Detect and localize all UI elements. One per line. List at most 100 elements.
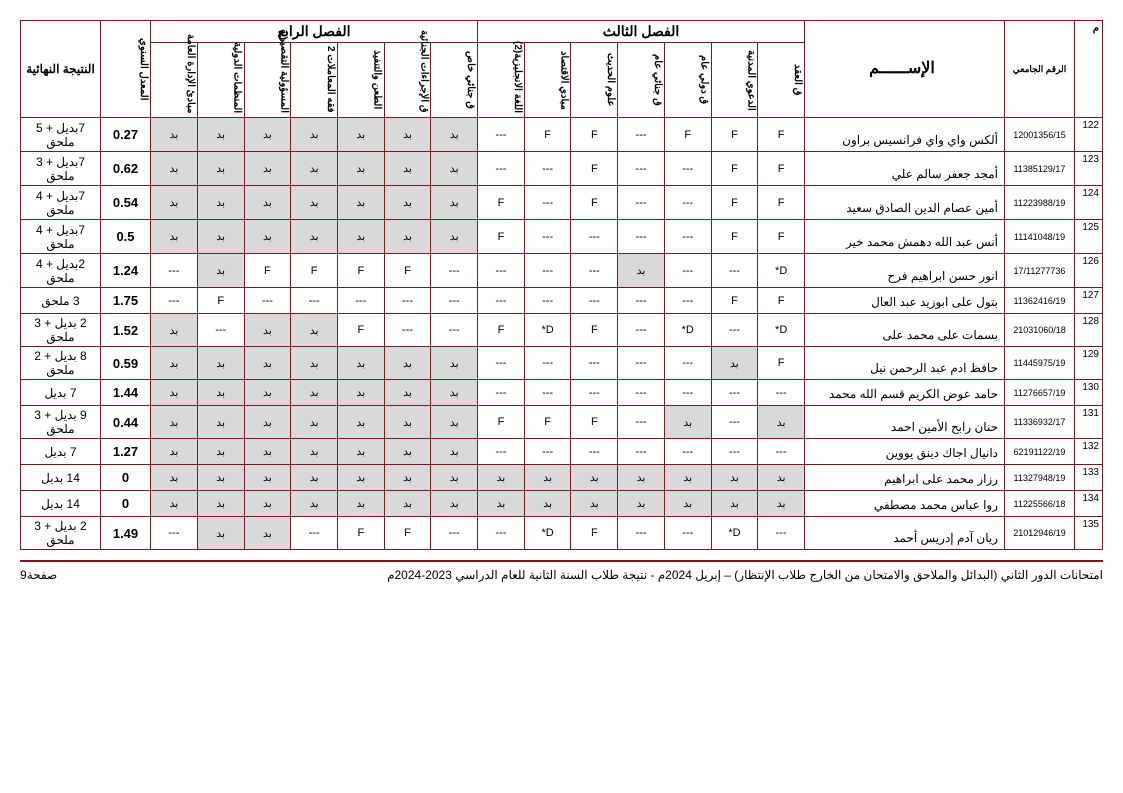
cell-sem4: بد <box>244 186 291 220</box>
cell-name: أمجد جعفر سالم علي <box>805 152 1005 186</box>
cell-sem4: بد <box>431 465 478 491</box>
cell-sem4: F <box>384 517 431 550</box>
cell-sem3: --- <box>478 288 525 314</box>
cell-sem4: بد <box>291 439 338 465</box>
cell-sem3: --- <box>571 254 618 288</box>
cell-sem4: بد <box>384 491 431 517</box>
cell-sem3: --- <box>711 254 758 288</box>
cell-name: دانيال اجاك دينق يووين <box>805 439 1005 465</box>
cell-sem3: بد <box>524 465 571 491</box>
cell-sem3: بد <box>618 465 665 491</box>
header-subj-sem3: ق دولي عام <box>664 43 711 118</box>
cell-sem3: --- <box>618 186 665 220</box>
cell-serial: 135 <box>1075 517 1103 550</box>
cell-sem3: --- <box>478 152 525 186</box>
cell-sem3: F <box>758 152 805 186</box>
cell-id: 11362416/19 <box>1005 288 1075 314</box>
cell-sem3: --- <box>478 118 525 152</box>
cell-sem4: بد <box>431 439 478 465</box>
cell-sem3: --- <box>758 517 805 550</box>
cell-sem4: بد <box>431 152 478 186</box>
cell-id: 11225566/18 <box>1005 491 1075 517</box>
header-id: الرقم الجامعي <box>1005 21 1075 118</box>
cell-serial: 122 <box>1075 118 1103 152</box>
header-avg: المعدل السنوي <box>101 21 151 118</box>
cell-sem3: --- <box>758 439 805 465</box>
cell-result: 14 بديل <box>21 465 101 491</box>
cell-sem4: بد <box>197 439 244 465</box>
cell-name: أمين عصام الدين الصادق سعيد <box>805 186 1005 220</box>
cell-sem3: بد <box>618 491 665 517</box>
cell-sem4: بد <box>337 220 384 254</box>
cell-name: حافظ ادم عبد الرحمن نيل <box>805 347 1005 380</box>
cell-sem3: --- <box>478 347 525 380</box>
cell-sem3: --- <box>664 288 711 314</box>
table-row: 13011276657/19حامد عوض الكريم قسم الله م… <box>21 380 1103 406</box>
cell-sem4: بد <box>431 380 478 406</box>
cell-sem3: F <box>571 118 618 152</box>
cell-id: 12001356/15 <box>1005 118 1075 152</box>
cell-avg: 0 <box>101 491 151 517</box>
cell-sem4: بد <box>244 220 291 254</box>
cell-name: ريان آدم إدريس أحمد <box>805 517 1005 550</box>
cell-sem3: --- <box>618 118 665 152</box>
table-row: 12911445975/19حافظ ادم عبد الرحمن نيلFبد… <box>21 347 1103 380</box>
cell-result: 8 بديل + 2 ملحق <box>21 347 101 380</box>
cell-sem3: --- <box>664 152 711 186</box>
table-row: 12821031060/18بسمات على محمد علىD*---D*-… <box>21 314 1103 347</box>
cell-sem4: بد <box>151 220 198 254</box>
cell-sem4: بد <box>151 314 198 347</box>
cell-sem3: --- <box>618 517 665 550</box>
cell-name: روا عباس محمد مصطفي <box>805 491 1005 517</box>
cell-sem4: بد <box>244 491 291 517</box>
cell-sem3: بد <box>758 491 805 517</box>
cell-sem3: --- <box>711 406 758 439</box>
cell-sem3: بد <box>711 491 758 517</box>
cell-result: 7بديل + 5 ملحق <box>21 118 101 152</box>
cell-sem4: بد <box>291 465 338 491</box>
cell-avg: 0.54 <box>101 186 151 220</box>
cell-avg: 1.44 <box>101 380 151 406</box>
cell-sem3: بد <box>524 491 571 517</box>
cell-sem3: --- <box>618 380 665 406</box>
cell-sem3: F <box>571 186 618 220</box>
cell-name: أنس عبد الله دهمش محمد خير <box>805 220 1005 254</box>
header-serial: م <box>1075 21 1103 118</box>
cell-sem3: --- <box>524 347 571 380</box>
header-final: النتيجة النهائية <box>21 21 101 118</box>
cell-result: 7بديل + 4 ملحق <box>21 220 101 254</box>
cell-sem3: F <box>571 314 618 347</box>
cell-sem4: --- <box>151 517 198 550</box>
cell-result: 9 بديل + 3 ملحق <box>21 406 101 439</box>
cell-avg: 0.59 <box>101 347 151 380</box>
cell-sem3: F <box>524 118 571 152</box>
cell-serial: 127 <box>1075 288 1103 314</box>
cell-sem4: بد <box>151 491 198 517</box>
cell-sem4: بد <box>337 439 384 465</box>
cell-sem4: بد <box>197 254 244 288</box>
cell-sem3: F <box>571 406 618 439</box>
cell-sem3: بد <box>664 406 711 439</box>
cell-sem4: بد <box>291 380 338 406</box>
cell-serial: 131 <box>1075 406 1103 439</box>
cell-result: 14 بديل <box>21 491 101 517</box>
cell-sem4: بد <box>337 406 384 439</box>
cell-sem4: بد <box>384 439 431 465</box>
cell-sem4: F <box>197 288 244 314</box>
table-row: 13521012946/19ريان آدم إدريس أحمد---D*--… <box>21 517 1103 550</box>
table-row: 12411223988/19أمين عصام الدين الصادق سعي… <box>21 186 1103 220</box>
cell-sem3: بد <box>664 465 711 491</box>
cell-sem4: --- <box>337 288 384 314</box>
cell-sem3: بد <box>758 406 805 439</box>
cell-sem4: بد <box>151 380 198 406</box>
cell-sem4: بد <box>291 347 338 380</box>
cell-sem3: --- <box>618 288 665 314</box>
cell-sem3: D* <box>524 314 571 347</box>
cell-name: حامد عوض الكريم قسم الله محمد <box>805 380 1005 406</box>
header-subj-sem3: مبادي الاقتصاد <box>524 43 571 118</box>
cell-sem4: F <box>244 254 291 288</box>
cell-sem3: بد <box>664 491 711 517</box>
cell-sem4: --- <box>431 288 478 314</box>
cell-sem3: --- <box>478 517 525 550</box>
cell-sem4: --- <box>431 517 478 550</box>
